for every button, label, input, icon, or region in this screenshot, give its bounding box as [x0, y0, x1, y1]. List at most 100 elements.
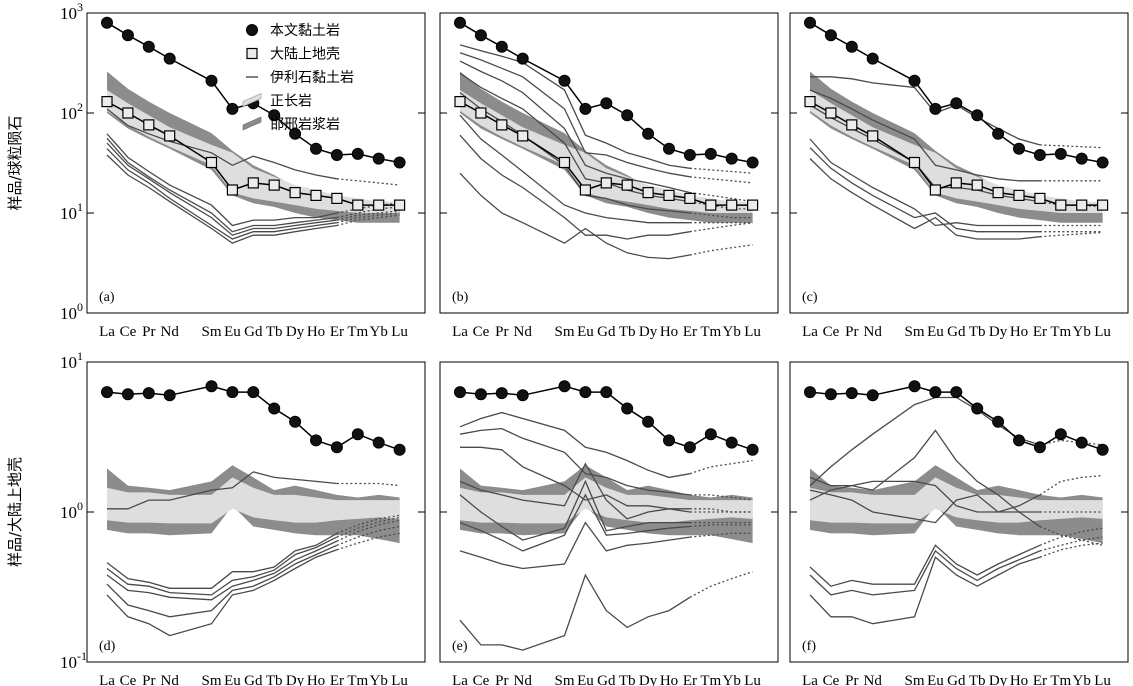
sample-point — [950, 386, 963, 399]
sample-point — [1033, 149, 1046, 161]
sample-point — [121, 29, 134, 42]
x-tick-label: Tb — [969, 324, 986, 340]
x-tick-label: Lu — [391, 673, 408, 686]
x-tick-label: Yb — [1073, 324, 1091, 340]
y-tick-base: 10 — [60, 353, 77, 372]
x-tick-label: Tb — [969, 673, 986, 686]
illite-line-tail — [689, 524, 753, 528]
crust-point — [1096, 199, 1109, 211]
panel-label: (a) — [99, 290, 115, 305]
x-tick-label: Ho — [1010, 324, 1028, 340]
sample-point — [683, 441, 696, 454]
sample-point — [866, 52, 879, 65]
sample-point — [642, 415, 655, 428]
crust-point — [394, 199, 406, 211]
x-tick-label: Dy — [286, 673, 305, 686]
sample-point — [725, 436, 738, 449]
sample-point — [929, 102, 942, 115]
y-tick-label: 103 — [60, 0, 83, 23]
sample-point — [908, 380, 921, 393]
sample-point — [289, 415, 302, 428]
crust-point — [247, 177, 259, 189]
x-tick-label: Gd — [597, 673, 616, 686]
sample-point — [268, 109, 281, 122]
x-tick-label: Ce — [823, 324, 840, 340]
sample-point — [205, 380, 218, 393]
x-tick-label: Yb — [723, 673, 741, 686]
y-tick-base: 10 — [60, 653, 77, 672]
sample-point — [163, 389, 176, 402]
x-tick-label: Sm — [554, 673, 574, 686]
sample-point — [516, 389, 529, 402]
illite-line-tail — [1039, 527, 1103, 546]
y-tick-label: 100 — [60, 300, 83, 323]
illite-line — [459, 462, 690, 520]
crust-point — [226, 184, 238, 196]
panel-frame — [789, 12, 1129, 314]
x-tick-label: Sm — [904, 673, 924, 686]
syenite-band — [107, 477, 400, 524]
sample-point — [1075, 152, 1088, 165]
sample-point — [683, 149, 696, 161]
sample-point — [1033, 441, 1046, 454]
sample-point — [992, 415, 1005, 428]
illite-line-tail — [689, 176, 753, 184]
illite-line-tail — [336, 214, 400, 227]
x-tick-label: Dy — [639, 673, 658, 686]
sample-point — [1054, 147, 1067, 160]
sample-point — [558, 74, 571, 87]
illite-line — [459, 573, 691, 651]
illite-line — [809, 489, 1040, 524]
sample-point — [247, 386, 260, 399]
sample-point — [579, 102, 592, 115]
sample-point — [558, 380, 571, 393]
crust-point — [950, 177, 962, 189]
x-tick-label: Tb — [619, 324, 636, 340]
sample-point — [142, 40, 155, 53]
sample-point — [824, 29, 837, 42]
crust-point — [746, 199, 759, 211]
sample-point — [600, 386, 613, 399]
y-tick-base: 10 — [60, 503, 77, 522]
illite-line-tail — [689, 459, 753, 475]
illite-line-tail — [336, 202, 400, 214]
illite-line-tail — [689, 532, 753, 538]
sample-point — [929, 386, 942, 399]
legend-label: 大陆上地壳 — [270, 46, 340, 63]
x-tick-label: La — [452, 673, 468, 686]
illite-line — [809, 89, 1040, 182]
legend-label: 伊利石黏土岩 — [270, 70, 354, 86]
illite-line — [106, 536, 338, 596]
panel-b: (b) La Ce Pr Nd Sm Eu Gd Tb Dy Ho Er Tm Yb Lu — [439, 12, 779, 340]
sample-point — [1096, 443, 1109, 456]
illite-line — [106, 532, 338, 589]
crust-point — [205, 156, 218, 169]
x-tick-label: Ho — [660, 673, 678, 686]
sample-point — [351, 147, 364, 160]
panel-a: (a) La Ce Pr Nd Sm Eu Gd Tb Dy Ho Er Tm Yb Lu — [86, 12, 426, 340]
sample-point — [845, 387, 858, 400]
x-tick-label: Tb — [266, 324, 283, 340]
x-tick-label: Tb — [266, 673, 283, 686]
legend-symbol-syenite — [242, 93, 262, 107]
sample-point — [330, 149, 343, 161]
panel-frame — [86, 12, 426, 314]
illite-line — [459, 114, 690, 224]
x-tick-label: Eu — [927, 324, 944, 340]
x-tick-label: Eu — [577, 324, 594, 340]
illite-line — [809, 147, 1040, 233]
crust-point — [268, 179, 280, 191]
legend-symbol-crust — [246, 47, 258, 60]
sample-point — [454, 386, 466, 399]
sample-point — [971, 402, 984, 415]
x-tick-label: Pr — [142, 324, 155, 340]
x-tick-label: Lu — [391, 324, 408, 340]
sample-point — [454, 16, 466, 29]
x-tick-label: Lu — [744, 673, 761, 686]
x-tick-label: Nd — [514, 673, 533, 686]
crust-point — [726, 199, 738, 211]
y-tick-label: 101 — [60, 349, 83, 372]
illite-line — [809, 158, 1040, 240]
crust-point — [1034, 192, 1046, 204]
